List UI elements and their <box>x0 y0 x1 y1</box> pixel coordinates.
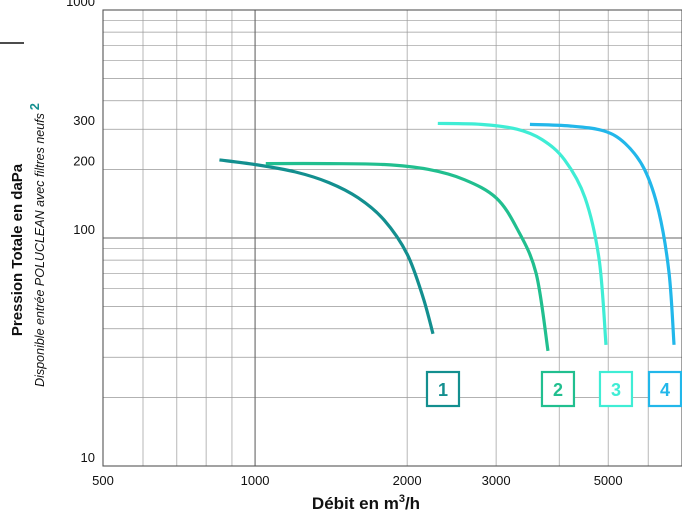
legend-box-1 <box>425 370 461 408</box>
plot-border <box>102 9 682 467</box>
x-axis-label: Débit en m3/h <box>312 493 420 513</box>
y-tick-label: 100 <box>73 222 95 237</box>
legend-box-3 <box>598 370 634 408</box>
series-line-1 <box>219 158 435 335</box>
x-tick-label: 1000 <box>241 473 270 488</box>
grid-group <box>102 9 682 467</box>
x-tick-label: 2000 <box>393 473 422 488</box>
x-tick-label: 500 <box>92 473 114 488</box>
legend-boxes-group: 1 2 3 4 <box>425 370 682 408</box>
y-tick-label: 300 <box>73 113 95 128</box>
legend-label-3: 3 <box>611 380 621 400</box>
series-line-4 <box>529 122 676 345</box>
legend-label-4: 4 <box>660 380 670 400</box>
y-axis-label: Pression Totale en daPa <box>9 163 26 336</box>
series-line-2 <box>265 161 550 352</box>
legend-box-2 <box>540 370 576 408</box>
legend-box-4 <box>647 370 682 408</box>
y-tick-label-group: 10 100 200 300 1000 <box>66 0 95 465</box>
y-tick-label: 200 <box>73 153 95 168</box>
legend-label-1: 1 <box>438 380 448 400</box>
series-line-3 <box>437 121 608 345</box>
x-tick-label-group: 500 1000 2000 3000 5000 <box>92 473 622 488</box>
x-tick-label: 5000 <box>594 473 623 488</box>
y-axis-sublabel: Disponible entrée POLUCLEAN avec filtres… <box>28 103 47 387</box>
x-tick-label: 3000 <box>482 473 511 488</box>
y-tick-label: 1000 <box>66 0 95 9</box>
legend-label-2: 2 <box>553 380 563 400</box>
series-group <box>219 121 676 352</box>
y-tick-label: 10 <box>81 450 95 465</box>
